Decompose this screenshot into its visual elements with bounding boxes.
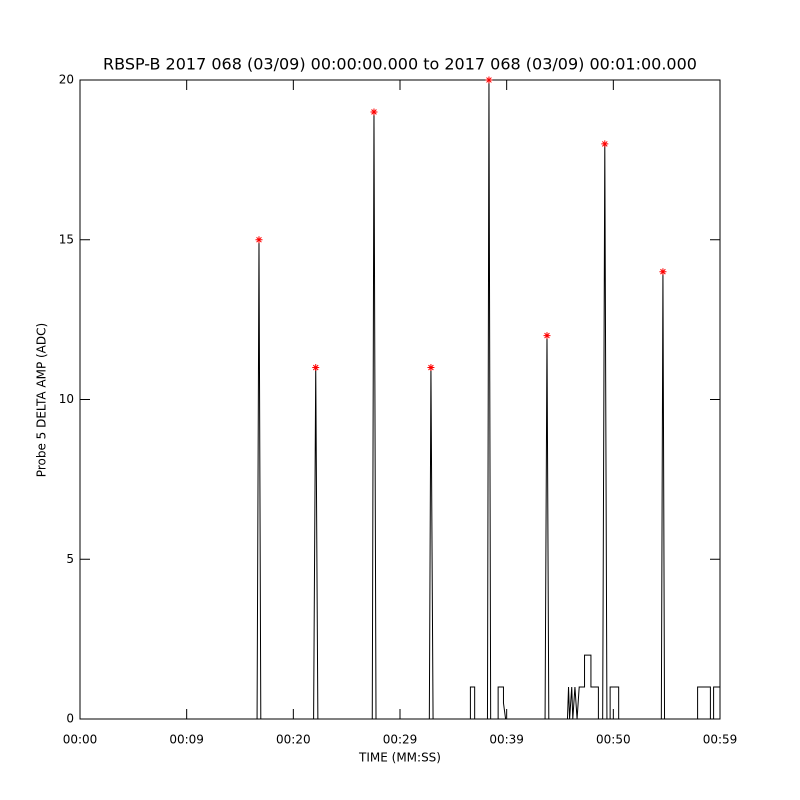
x-tick-label: 00:39 xyxy=(489,733,524,747)
x-axis-label: TIME (MM:SS) xyxy=(358,751,441,765)
peak-marker xyxy=(601,140,609,148)
y-tick-label: 20 xyxy=(59,73,74,87)
peak-marker xyxy=(312,364,320,372)
x-tick-label: 00:20 xyxy=(276,733,311,747)
peak-marker xyxy=(659,268,667,276)
y-tick-label: 5 xyxy=(66,552,74,566)
peak-marker xyxy=(543,332,551,340)
peak-marker xyxy=(485,76,493,84)
peak-marker xyxy=(427,364,435,372)
peak-marker xyxy=(370,108,378,116)
y-tick-label: 0 xyxy=(66,712,74,726)
x-tick-label: 00:00 xyxy=(63,733,98,747)
x-tick-label: 00:09 xyxy=(169,733,204,747)
y-tick-label: 10 xyxy=(59,392,74,406)
x-tick-label: 00:50 xyxy=(596,733,631,747)
y-axis-label: Probe 5 DELTA AMP (ADC) xyxy=(35,323,49,477)
chart-title: RBSP-B 2017 068 (03/09) 00:00:00.000 to … xyxy=(103,55,697,74)
peak-marker xyxy=(255,236,263,244)
data-line xyxy=(80,79,720,720)
x-tick-label: 00:29 xyxy=(383,733,418,747)
y-tick-label: 15 xyxy=(59,232,74,246)
x-tick-label: 00:59 xyxy=(703,733,738,747)
